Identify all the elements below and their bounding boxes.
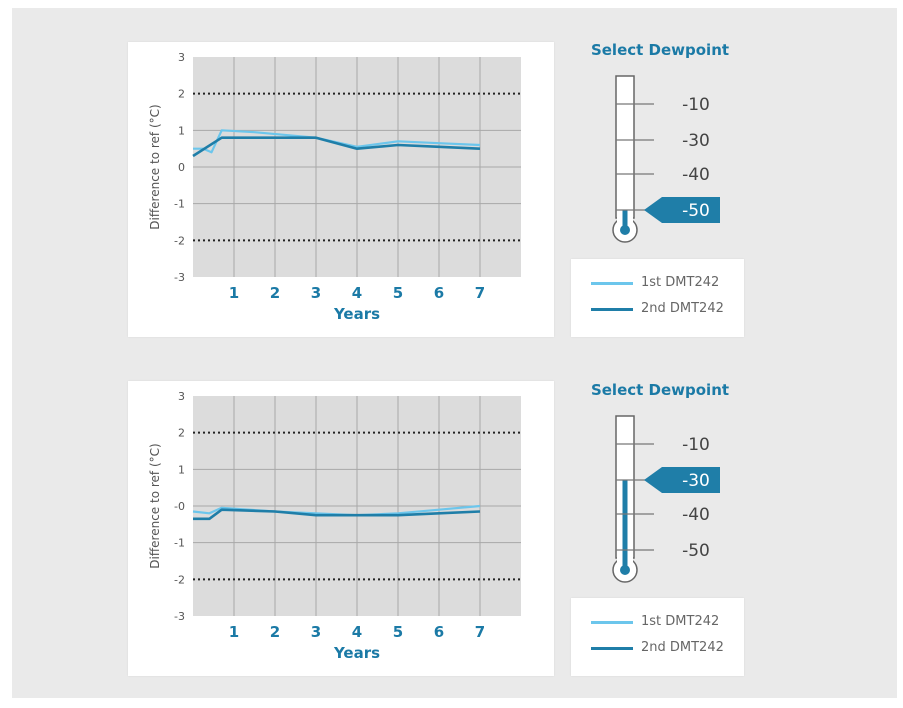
dewpoint-option[interactable]: -10 — [682, 95, 710, 115]
dewpoint-thermometer-2[interactable]: -10 -30 -40 -50 — [590, 408, 740, 588]
y-tick-label: -1 — [174, 537, 185, 550]
x-tick-label: 1 — [229, 623, 239, 641]
legend-label-1st: 1st DMT242 — [641, 275, 720, 290]
x-axis-label: Years — [333, 305, 380, 323]
legend-item-2nd: 2nd DMT242 — [571, 638, 744, 658]
legend-label-2nd: 2nd DMT242 — [641, 640, 724, 655]
x-tick-label: 6 — [434, 623, 444, 641]
y-tick-label: -0 — [174, 500, 185, 513]
y-axis-label: Difference to ref (°C) — [148, 104, 162, 229]
dewpoint-selected-tag — [644, 467, 720, 493]
legend-2: 1st DMT242 2nd DMT242 — [571, 598, 744, 676]
thermometer-mercury-bulb — [620, 225, 630, 235]
y-tick-label: -1 — [174, 198, 185, 211]
dewpoint-option[interactable]: -30 — [682, 131, 710, 151]
x-tick-label: 2 — [270, 284, 280, 302]
legend-swatch-1st — [591, 282, 633, 285]
legend-item-1st: 1st DMT242 — [571, 273, 744, 293]
series-line-1st — [192, 504, 481, 517]
dewpoint-option[interactable]: -40 — [682, 165, 710, 185]
line-chart-1: 3 2 1 0 -1 -2 -3 1 2 3 4 5 6 7 Years Difference to ref … — [148, 51, 521, 323]
x-tick-label: 4 — [352, 284, 362, 302]
dewpoint-thermometer-1[interactable]: -10 -30 -40 -50 — [590, 68, 740, 248]
thermometer-mercury — [622, 210, 628, 230]
dewpoint-option-selected[interactable]: -50 — [682, 201, 710, 221]
series-line-2nd — [192, 136, 481, 158]
dewpoint-option[interactable]: -50 — [682, 541, 710, 561]
legend-swatch-1st — [591, 621, 633, 624]
thermometer-tube — [615, 75, 635, 219]
line-chart-2: 3 2 1 -0 -1 -2 -3 1 2 3 4 5 6 7 Years Difference to ref… — [148, 390, 521, 662]
dewpoint-title-1: Select Dewpoint — [590, 41, 730, 59]
y-tick-label: -3 — [174, 271, 185, 284]
y-tick-label: 3 — [178, 51, 185, 64]
y-tick-label: 1 — [178, 463, 185, 476]
legend-swatch-2nd — [591, 308, 633, 311]
x-axis-label: Years — [333, 644, 380, 662]
legend-swatch-2nd — [591, 647, 633, 650]
y-tick-label: 1 — [178, 124, 185, 137]
dewpoint-selected-tag — [644, 197, 720, 223]
x-tick-label: 1 — [229, 284, 239, 302]
x-tick-label: 7 — [475, 284, 485, 302]
series-line-1st — [193, 129, 481, 154]
y-tick-label: 2 — [178, 88, 185, 101]
y-axis-label: Difference to ref (°C) — [148, 443, 162, 568]
legend-label-2nd: 2nd DMT242 — [641, 301, 724, 316]
x-tick-label: 5 — [393, 284, 403, 302]
x-tick-label: 3 — [311, 284, 321, 302]
dewpoint-option-selected[interactable]: -30 — [682, 471, 710, 491]
x-tick-label: 5 — [393, 623, 403, 641]
y-tick-label: -2 — [174, 234, 185, 247]
x-tick-label: 2 — [270, 623, 280, 641]
legend-item-2nd: 2nd DMT242 — [571, 299, 744, 319]
series-line-2nd — [193, 508, 481, 521]
thermometer-mercury — [622, 480, 628, 570]
x-tick-label: 4 — [352, 623, 362, 641]
thermometer-mercury-bulb — [620, 565, 630, 575]
x-tick-label: 3 — [311, 623, 321, 641]
dewpoint-option[interactable]: -40 — [682, 505, 710, 525]
y-tick-label: -3 — [174, 610, 185, 623]
y-tick-label: 3 — [178, 390, 185, 403]
y-tick-label: 2 — [178, 427, 185, 440]
dewpoint-option[interactable]: -10 — [682, 435, 710, 455]
x-tick-label: 6 — [434, 284, 444, 302]
legend-item-1st: 1st DMT242 — [571, 612, 744, 632]
dewpoint-title-2: Select Dewpoint — [590, 381, 730, 399]
y-tick-label: 0 — [178, 161, 185, 174]
y-tick-label: -2 — [174, 573, 185, 586]
x-tick-label: 7 — [475, 623, 485, 641]
legend-label-1st: 1st DMT242 — [641, 614, 720, 629]
legend-1: 1st DMT242 2nd DMT242 — [571, 259, 744, 337]
